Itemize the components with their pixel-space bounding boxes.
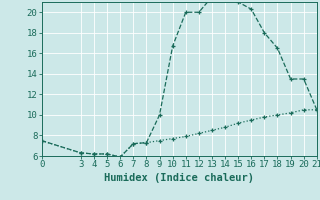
- X-axis label: Humidex (Indice chaleur): Humidex (Indice chaleur): [104, 173, 254, 183]
